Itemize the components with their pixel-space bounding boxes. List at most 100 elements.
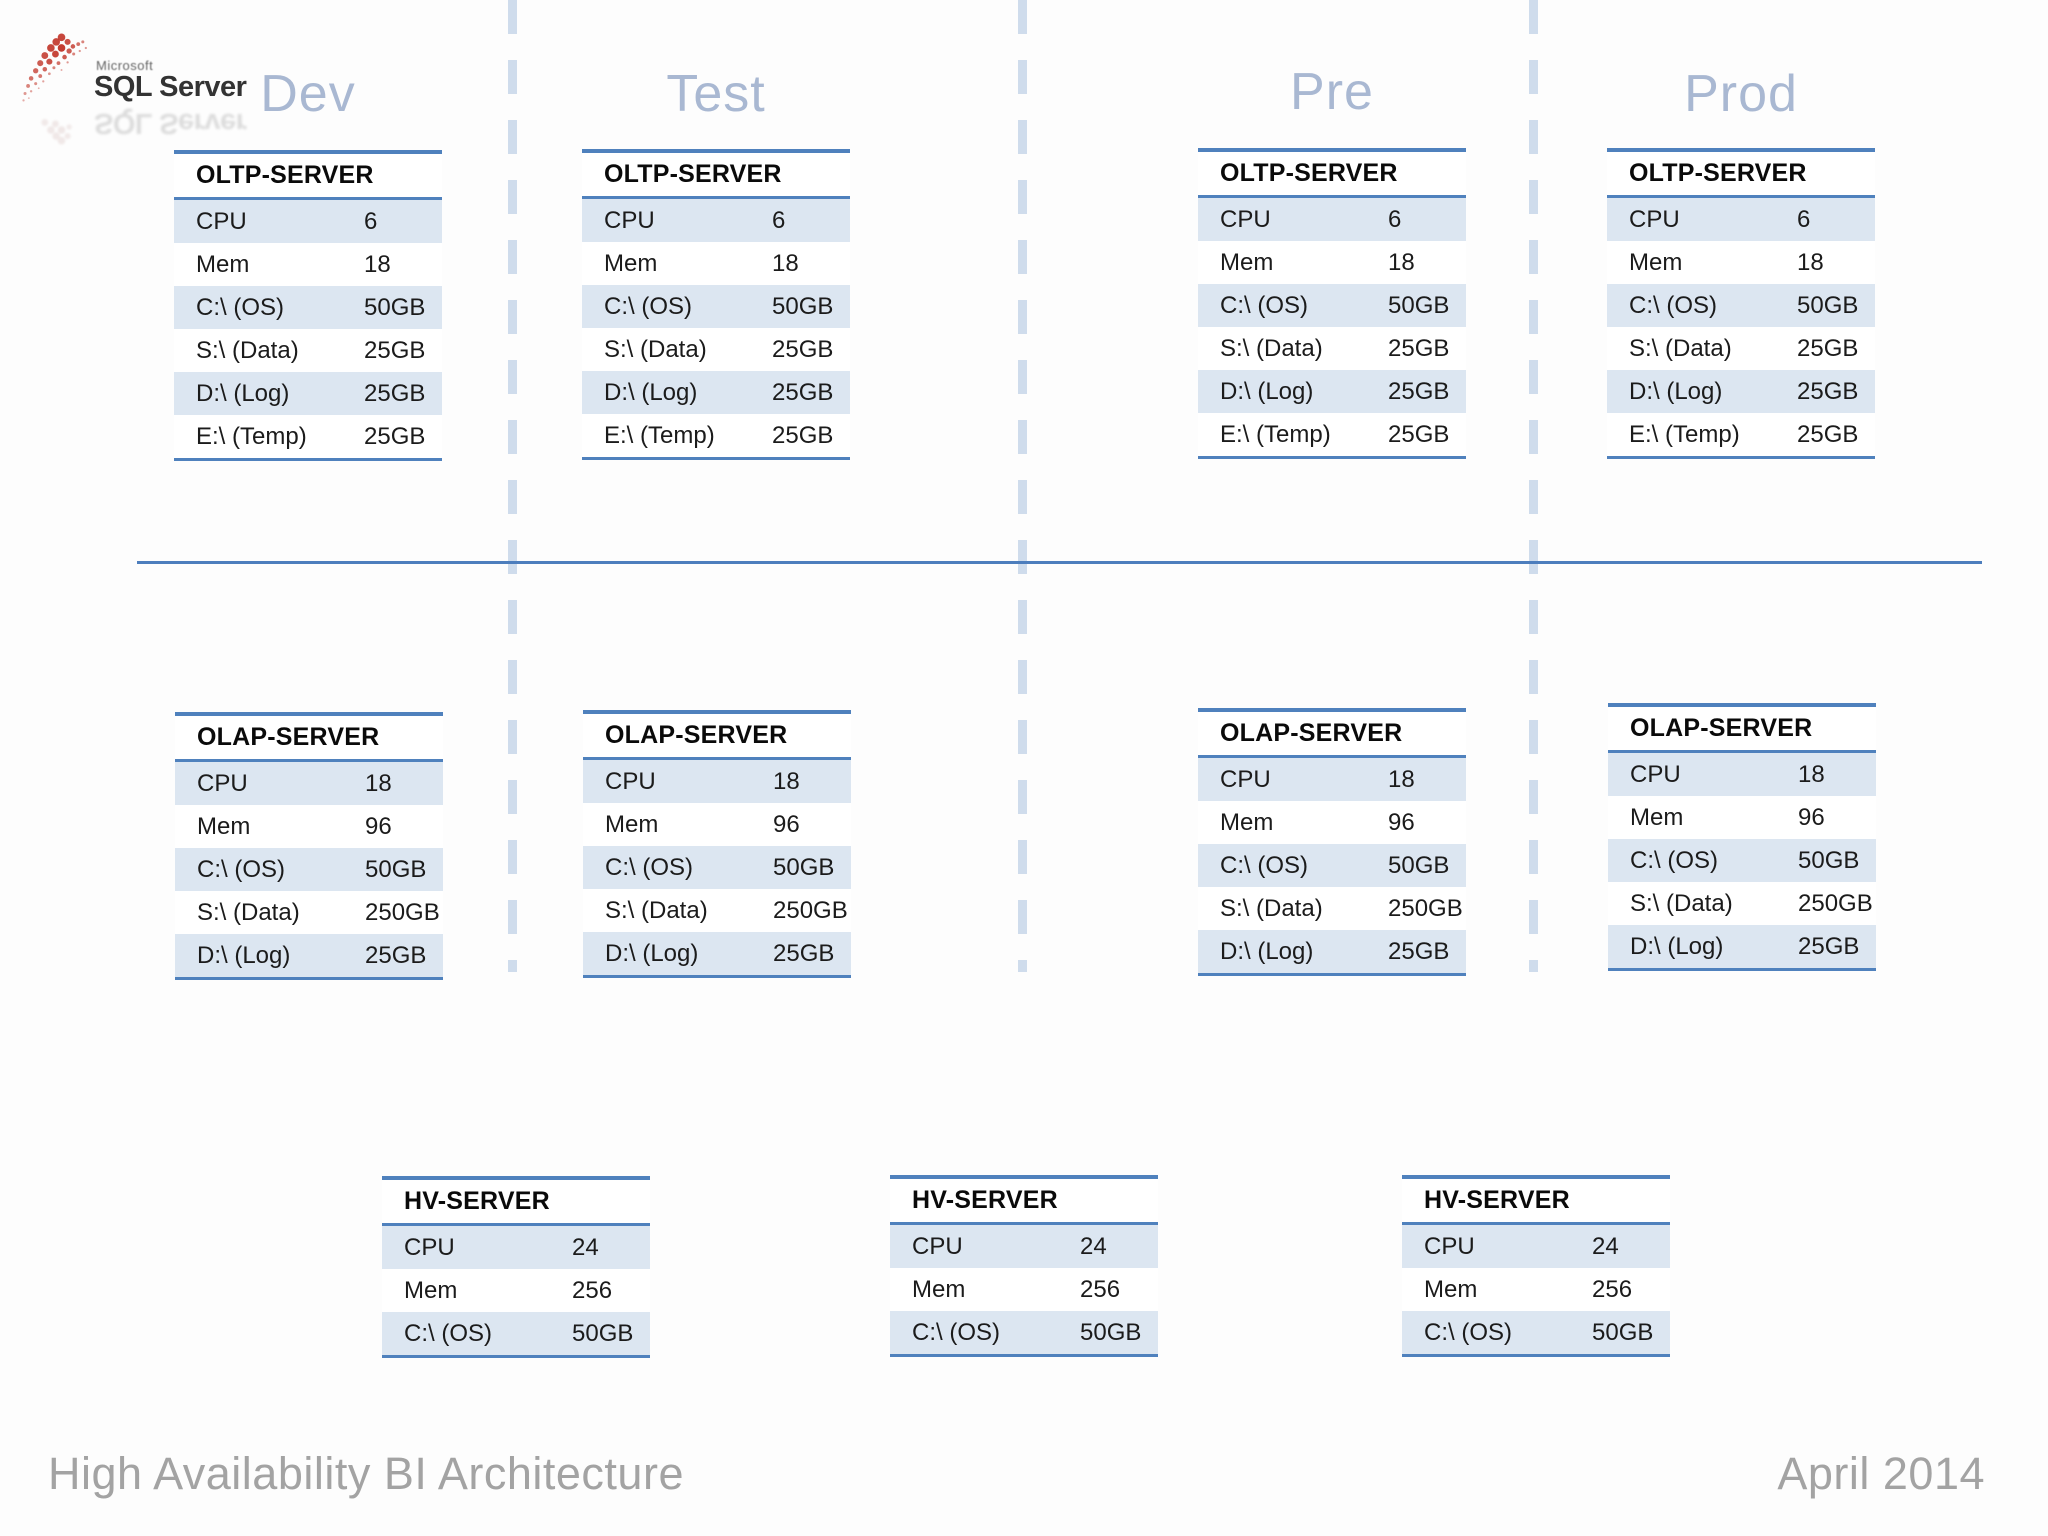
row-label: C:\ (OS) [1424,1318,1512,1346]
table-row: CPU 24 [382,1226,650,1269]
table-title: OLAP-SERVER [175,716,443,762]
table-title: HV-SERVER [382,1180,650,1226]
table-row: D:\ (Log) 25GB [1607,370,1875,413]
row-value: 18 [1388,765,1415,793]
row-label: Mem [1629,248,1683,276]
row-label: CPU [1630,760,1681,788]
row-label: S:\ (Data) [1629,334,1732,362]
table-title: OLTP-SERVER [1607,152,1875,198]
table-row: C:\ (OS) 50GB [175,848,443,891]
row-label: S:\ (Data) [1220,894,1323,922]
table-row: Mem 256 [382,1269,650,1312]
env-heading-prod: Prod [1684,65,1798,123]
row-value: 25GB [364,379,426,407]
row-label: C:\ (OS) [604,292,692,320]
row-label: Mem [404,1276,458,1304]
hv-table-2: HV-SERVER CPU 24 Mem 256 C:\ (OS) 50GB [890,1175,1158,1357]
table-title: OLAP-SERVER [1198,712,1466,758]
row-label: CPU [605,767,656,795]
table-row: C:\ (OS) 50GB [1608,839,1876,882]
prod-oltp-table: OLTP-SERVER CPU 6 Mem 18 C:\ (OS) 50GB S:\ (Dat… [1607,148,1875,459]
slide-date: April 2014 [1777,1448,1985,1499]
row-value: 25GB [1798,932,1860,960]
row-label: C:\ (OS) [1220,851,1308,879]
row-label: C:\ (OS) [197,855,285,883]
row-value: 50GB [1797,291,1859,319]
dev-olap-table: OLAP-SERVER CPU 18 Mem 96 C:\ (OS) 50GB S:\ (Da… [175,712,443,980]
row-label: S:\ (Data) [605,896,708,924]
row-value: 18 [1388,248,1415,276]
row-label: Mem [1220,248,1274,276]
row-value: 25GB [772,378,834,406]
row-value: 25GB [1388,377,1450,405]
row-value: 256 [572,1276,613,1304]
table-row: D:\ (Log) 25GB [174,372,442,415]
table-row: CPU 24 [1402,1225,1670,1268]
row-label: CPU [1220,205,1271,233]
table-title: HV-SERVER [890,1179,1158,1225]
env-heading-dev: Dev [260,65,356,123]
table-row: S:\ (Data) 25GB [174,329,442,372]
sql-server-splatter-icon [22,33,87,102]
row-value: 6 [364,207,378,235]
row-label: E:\ (Temp) [604,421,715,449]
row-value: 25GB [1797,334,1859,362]
table-row: C:\ (OS) 50GB [1402,1311,1670,1354]
row-value: 25GB [1797,377,1859,405]
table-row: S:\ (Data) 25GB [1607,327,1875,370]
row-value: 96 [773,810,800,838]
row-value: 25GB [1388,334,1450,362]
table-row: Mem 256 [890,1268,1158,1311]
row-label: D:\ (Log) [1630,932,1724,960]
dev-oltp-table: OLTP-SERVER CPU 6 Mem 18 C:\ (OS) 50GB S:\ (Dat… [174,150,442,461]
row-label: S:\ (Data) [197,898,300,926]
row-label: D:\ (Log) [605,939,699,967]
table-row: Mem 96 [175,805,443,848]
row-label: D:\ (Log) [1629,377,1723,405]
row-label: D:\ (Log) [196,379,290,407]
microsoft-wordmark: Microsoft [96,58,154,73]
table-row: Mem 256 [1402,1268,1670,1311]
row-value: 24 [572,1233,599,1261]
row-label: Mem [1220,808,1274,836]
row-value: 24 [1592,1232,1619,1260]
row-value: 250GB [365,898,440,926]
row-label: S:\ (Data) [196,336,299,364]
table-row: CPU 6 [1198,198,1466,241]
row-label: D:\ (Log) [1220,937,1314,965]
env-heading-pre: Pre [1290,63,1374,121]
row-label: Mem [1424,1275,1478,1303]
table-row: E:\ (Temp) 25GB [582,414,850,457]
table-row: C:\ (OS) 50GB [583,846,851,889]
sql-server-wordmark-reflection: SQL Server [94,107,247,139]
row-value: 96 [1388,808,1415,836]
table-row: CPU 18 [1608,753,1876,796]
row-value: 50GB [1388,291,1450,319]
table-row: S:\ (Data) 250GB [1608,882,1876,925]
row-label: C:\ (OS) [605,853,693,881]
table-row: Mem 96 [1198,801,1466,844]
row-value: 18 [364,250,391,278]
row-value: 25GB [1388,937,1450,965]
column-divider-dash-2 [1018,0,1027,972]
table-row: D:\ (Log) 25GB [1608,925,1876,968]
row-value: 250GB [1388,894,1463,922]
row-value: 256 [1592,1275,1633,1303]
row-label: CPU [1220,765,1271,793]
column-divider-dash-1 [508,0,517,972]
table-row: Mem 18 [1607,241,1875,284]
test-olap-table: OLAP-SERVER CPU 18 Mem 96 C:\ (OS) 50GB S:\ (Da… [583,710,851,978]
row-label: D:\ (Log) [197,941,291,969]
row-value: 50GB [1592,1318,1654,1346]
table-title: OLAP-SERVER [583,714,851,760]
table-row: C:\ (OS) 50GB [1607,284,1875,327]
row-value: 25GB [773,939,835,967]
table-row: E:\ (Temp) 25GB [1198,413,1466,456]
row-value: 50GB [365,855,427,883]
row-value: 50GB [1080,1318,1142,1346]
slide-title: High Availability BI Architecture [48,1448,684,1499]
row-label: C:\ (OS) [1629,291,1717,319]
table-title: OLTP-SERVER [582,153,850,199]
row-label: Mem [196,250,250,278]
column-divider-dash-3 [1529,0,1538,972]
